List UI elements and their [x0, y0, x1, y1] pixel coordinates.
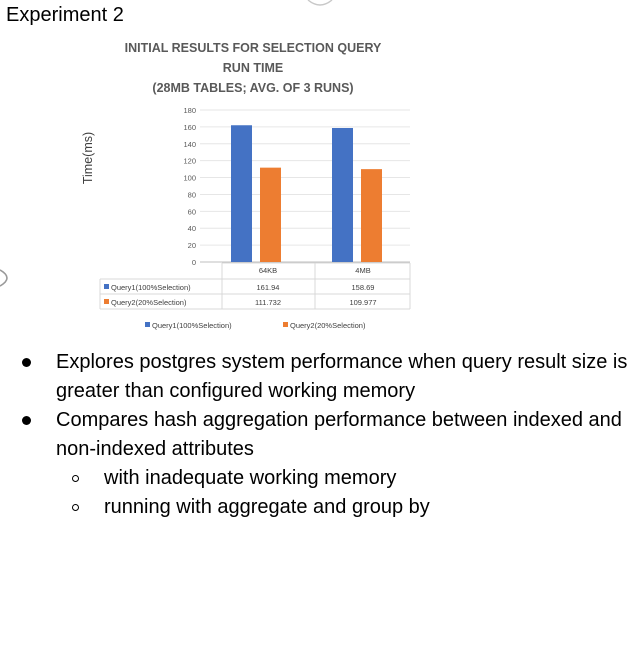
- sub-bullet-item: with inadequate working memory: [0, 464, 632, 493]
- bullet-item: Explores postgres system performance whe…: [0, 348, 632, 406]
- y-tick-label: 120: [183, 157, 196, 166]
- data-table: 64KB 4MB Query1(100%Selection) 161.94 158.69…: [99, 262, 411, 310]
- data-label: 111.732: [255, 298, 281, 307]
- table-series-name: Query1(100%Selection): [111, 283, 191, 292]
- sub-bullet-item: running with aggregate and group by: [0, 493, 632, 522]
- bullet-text: Compares hash aggregation performance be…: [56, 409, 622, 460]
- sub-bullet-circle-icon: [72, 504, 79, 511]
- legend-label: Query2(20%Selection): [290, 321, 366, 330]
- bullet-item: Compares hash aggregation performance be…: [0, 406, 632, 464]
- bar-64KB-1: [231, 125, 252, 262]
- slide-heading: Experiment 2: [6, 4, 124, 26]
- bullet-dot-icon: [22, 358, 31, 367]
- decorative-arc: [0, 269, 8, 287]
- y-axis-ticks: 0 20 40 60 80 100 120 140 160 180: [183, 106, 196, 267]
- table-legend-key: [104, 299, 109, 304]
- legend-key: [145, 322, 150, 327]
- sub-bullet-text: running with aggregate and group by: [104, 496, 430, 518]
- y-tick-label: 160: [183, 123, 196, 132]
- y-tick-label: 100: [183, 174, 196, 183]
- bar-4MB-2: [361, 169, 382, 262]
- chart-title: INITIAL RESULTS FOR SELECTION QUERY RUN T…: [125, 41, 382, 95]
- legend-label: Query1(100%Selection): [152, 321, 232, 330]
- decorative-arc: [307, 0, 333, 6]
- data-label: 109.977: [349, 298, 376, 307]
- x-category-label: 64KB: [259, 266, 277, 275]
- data-label: 161.94: [257, 283, 280, 292]
- sub-bullet-text: with inadequate working memory: [104, 467, 397, 489]
- y-tick-label: 40: [188, 224, 196, 233]
- y-tick-label: 80: [188, 190, 196, 199]
- bar-4MB-1: [332, 127, 353, 262]
- y-tick-label: 20: [188, 241, 196, 250]
- y-tick-label: 60: [188, 207, 196, 216]
- bullet-text: Explores postgres system performance whe…: [56, 351, 628, 402]
- chart-title-line: (28MB TABLES; AVG. OF 3 RUNS): [152, 81, 353, 95]
- bullet-list: Explores postgres system performance whe…: [0, 348, 632, 522]
- y-axis-label: Time(ms): [81, 132, 95, 184]
- bar-chart: INITIAL RESULTS FOR SELECTION QUERY RUN T…: [81, 41, 411, 330]
- legend-key: [283, 322, 288, 327]
- data-label: 158.69: [352, 283, 375, 292]
- legend: Query1(100%Selection) Query2(20%Selection…: [145, 321, 366, 330]
- bars: [231, 125, 382, 262]
- bar-64KB-2: [260, 167, 281, 262]
- chart-title-line: INITIAL RESULTS FOR SELECTION QUERY: [125, 41, 382, 55]
- bullet-dot-icon: [22, 416, 31, 425]
- table-series-name: Query2(20%Selection): [111, 298, 187, 307]
- y-tick-label: 180: [183, 106, 196, 115]
- x-category-label: 4MB: [355, 266, 370, 275]
- chart-title-line: RUN TIME: [223, 61, 283, 75]
- y-tick-label: 140: [183, 140, 196, 149]
- y-tick-label: 0: [192, 258, 196, 267]
- sub-bullet-circle-icon: [72, 475, 79, 482]
- table-legend-key: [104, 284, 109, 289]
